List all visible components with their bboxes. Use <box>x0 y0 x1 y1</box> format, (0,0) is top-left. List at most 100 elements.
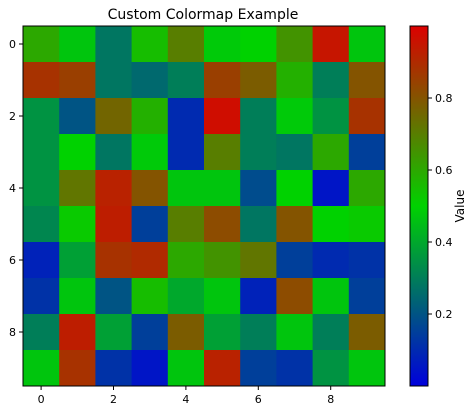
heatmap-cell <box>276 134 314 171</box>
y-tick-label: 2 <box>9 110 16 123</box>
heatmap-cell <box>131 314 169 351</box>
x-axis: 0 2 4 6 8 <box>38 386 334 406</box>
heatmap-cell <box>312 62 350 99</box>
heatmap-cell <box>348 62 386 99</box>
colorbar-tick-label: 0.6 <box>435 164 453 177</box>
heatmap-cell <box>240 170 277 207</box>
heatmap-cell <box>167 62 205 99</box>
heatmap-cell <box>167 350 205 387</box>
heatmap-cell <box>276 26 314 63</box>
y-tick-label: 6 <box>9 254 16 267</box>
heatmap-cell <box>59 134 96 171</box>
heatmap-cell <box>312 314 350 351</box>
heatmap-cell <box>312 206 350 243</box>
heatmap-cell <box>348 350 386 387</box>
heatmap-cell <box>23 170 60 207</box>
heatmap-cell <box>131 134 169 171</box>
heatmap-cell <box>95 170 133 207</box>
heatmap-cell <box>204 242 241 279</box>
heatmap-cell <box>204 314 241 351</box>
heatmap-cell <box>240 98 277 135</box>
heatmap-cell <box>23 350 60 387</box>
heatmap-cell <box>204 170 241 207</box>
heatmap-cell <box>312 26 350 63</box>
x-tick-label: 2 <box>110 393 117 406</box>
heatmap-cell <box>95 134 133 171</box>
heatmap-cell <box>276 278 314 315</box>
heatmap-cell <box>59 170 96 207</box>
heatmap-cell <box>276 206 314 243</box>
heatmap-cell <box>276 62 314 99</box>
heatmap-cell <box>276 98 314 135</box>
x-tick-label: 0 <box>38 393 45 406</box>
colorbar-tick-label: 0.4 <box>435 236 453 249</box>
heatmap-cell <box>204 134 241 171</box>
heatmap-cell <box>95 242 133 279</box>
heatmap-cell <box>167 278 205 315</box>
heatmap-cell <box>131 206 169 243</box>
heatmap-cell <box>276 350 314 387</box>
heatmap-cell <box>59 206 96 243</box>
heatmap-cell <box>23 206 60 243</box>
heatmap-cell <box>167 242 205 279</box>
heatmap-cell <box>348 314 386 351</box>
heatmap-cell <box>204 206 241 243</box>
heatmap-cell <box>167 314 205 351</box>
heatmap-cell <box>23 314 60 351</box>
heatmap-cell <box>131 170 169 207</box>
heatmap-cell <box>348 242 386 279</box>
heatmap-cell <box>95 98 133 135</box>
heatmap-cell <box>204 350 241 387</box>
heatmap-cell <box>312 278 350 315</box>
x-tick-label: 6 <box>255 393 262 406</box>
heatmap-cell <box>348 26 386 63</box>
heatmap-cells <box>23 26 386 387</box>
colorbar-axis: 0.2 0.4 0.6 0.8 <box>428 92 453 321</box>
heatmap-cell <box>167 206 205 243</box>
heatmap-cell <box>312 134 350 171</box>
heatmap-cell <box>312 170 350 207</box>
heatmap-cell <box>204 98 241 135</box>
heatmap-cell <box>240 242 277 279</box>
heatmap-cell <box>59 242 96 279</box>
heatmap-cell <box>204 62 241 99</box>
heatmap-cell <box>348 206 386 243</box>
heatmap-cell <box>95 26 133 63</box>
heatmap-cell <box>167 26 205 63</box>
heatmap-cell <box>240 206 277 243</box>
x-tick-label: 8 <box>327 393 334 406</box>
heatmap-cell <box>59 350 96 387</box>
y-tick-label: 4 <box>9 182 16 195</box>
heatmap-cell <box>348 134 386 171</box>
heatmap-cell <box>348 170 386 207</box>
colorbar <box>409 25 429 387</box>
heatmap-cell <box>23 134 60 171</box>
heatmap-cell <box>131 62 169 99</box>
heatmap-cell <box>59 98 96 135</box>
heatmap-cell <box>167 134 205 171</box>
heatmap-cell <box>348 278 386 315</box>
y-tick-label: 0 <box>9 38 16 51</box>
heatmap-cell <box>240 62 277 99</box>
colorbar-tick-label: 0.8 <box>435 92 453 105</box>
chart-title: Custom Colormap Example <box>108 7 299 23</box>
heatmap-cell <box>240 350 277 387</box>
heatmap-frame <box>22 25 386 387</box>
heatmap-cell <box>167 170 205 207</box>
heatmap-cell <box>95 62 133 99</box>
heatmap-cell <box>59 26 96 63</box>
heatmap-cell <box>167 98 205 135</box>
heatmap-cell <box>95 206 133 243</box>
heatmap-cell <box>131 26 169 63</box>
heatmap-cell <box>348 98 386 135</box>
heatmap-cell <box>240 314 277 351</box>
heatmap-cell <box>59 62 96 99</box>
heatmap-cell <box>95 278 133 315</box>
heatmap-cell <box>131 242 169 279</box>
colorbar-tick-label: 0.2 <box>435 308 453 321</box>
x-tick-label: 4 <box>182 393 189 406</box>
heatmap-cell <box>240 26 277 63</box>
y-axis: 0 2 4 6 8 <box>9 38 23 339</box>
heatmap-cell <box>312 350 350 387</box>
